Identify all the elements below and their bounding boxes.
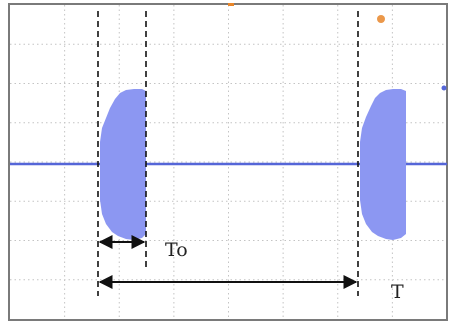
signal-burst [360, 89, 406, 240]
channel-marker-icon [377, 15, 385, 23]
period-label: T [391, 281, 404, 303]
graticule-grid [10, 5, 447, 319]
trigger-marker-icon [228, 3, 234, 6]
level-marker-icon [441, 85, 447, 91]
signal-burst [100, 89, 146, 240]
pulse-width-label: To [165, 239, 188, 261]
